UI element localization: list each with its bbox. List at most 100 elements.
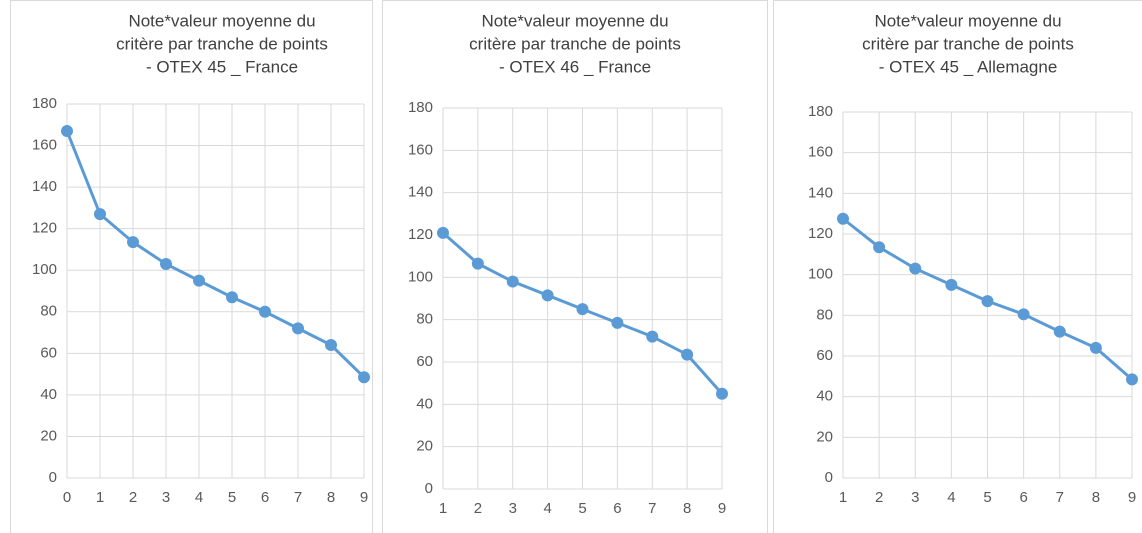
chart-title: - OTEX 46 _ France	[499, 57, 651, 76]
y-tick-label: 100	[408, 268, 433, 285]
panel-border	[10, 0, 373, 533]
x-tick-label: 0	[63, 489, 71, 506]
x-tick-label: 2	[875, 489, 883, 506]
chart-title: critère par tranche de points	[862, 34, 1074, 53]
marker	[945, 278, 958, 291]
x-tick-label: 5	[228, 489, 236, 506]
y-tick-label: 0	[425, 480, 433, 497]
x-tick-label: 7	[648, 500, 656, 517]
y-tick-label: 0	[825, 469, 833, 486]
x-tick-label: 2	[129, 489, 137, 506]
chart-title: Note*valeur moyenne du	[128, 11, 315, 30]
y-tick-label: 140	[808, 184, 833, 201]
x-tick-label: 8	[327, 489, 335, 506]
chart-title: Note*valeur moyenne du	[874, 11, 1061, 30]
x-tick-label: 8	[1092, 489, 1100, 506]
chart-title: - OTEX 45 _ France	[146, 57, 298, 76]
y-tick-label: 80	[40, 303, 57, 320]
marker	[909, 262, 922, 275]
chart-title: critère par tranche de points	[469, 34, 681, 53]
y-tick-label: 20	[40, 427, 57, 444]
marker	[681, 348, 694, 361]
marker	[1089, 341, 1102, 354]
y-tick-label: 20	[416, 438, 433, 455]
y-tick-label: 0	[49, 469, 57, 486]
x-tick-label: 7	[294, 489, 302, 506]
y-tick-label: 100	[808, 266, 833, 283]
marker	[259, 305, 271, 318]
marker	[837, 212, 849, 225]
x-tick-label: 1	[96, 489, 104, 506]
marker	[541, 289, 554, 302]
marker	[160, 257, 172, 270]
marker	[226, 291, 238, 304]
y-tick-label: 40	[40, 386, 57, 403]
y-tick-label: 160	[408, 141, 433, 158]
x-tick-label: 7	[1056, 489, 1064, 506]
marker	[325, 339, 337, 352]
chart-title: critère par tranche de points	[116, 34, 328, 53]
marker	[127, 236, 139, 249]
panel-border	[773, 0, 1142, 533]
y-tick-label: 100	[32, 261, 57, 278]
marker	[94, 208, 106, 221]
chart-title: - OTEX 45 _ Allemagne	[879, 57, 1058, 76]
marker	[437, 226, 449, 239]
x-tick-label: 5	[578, 500, 586, 517]
y-tick-label: 180	[32, 95, 57, 112]
marker	[506, 275, 519, 288]
y-tick-label: 180	[408, 99, 433, 116]
marker	[193, 274, 205, 287]
y-tick-label: 40	[816, 388, 833, 405]
y-tick-label: 60	[40, 344, 57, 361]
panel-border	[382, 0, 768, 533]
y-tick-label: 160	[32, 137, 57, 154]
marker	[358, 371, 370, 384]
x-tick-label: 9	[360, 489, 368, 506]
x-tick-label: 4	[543, 500, 551, 517]
x-tick-label: 9	[718, 500, 726, 517]
y-tick-label: 60	[416, 353, 433, 370]
x-tick-label: 9	[1128, 489, 1136, 506]
x-tick-label: 4	[195, 489, 203, 506]
marker	[646, 330, 659, 343]
series-line	[65, 130, 366, 379]
y-tick-label: 140	[32, 178, 57, 195]
chart-title: Note*valeur moyenne du	[481, 11, 668, 30]
y-tick-label: 120	[408, 226, 433, 243]
marker	[1126, 373, 1138, 386]
x-tick-label: 3	[911, 489, 919, 506]
y-tick-label: 180	[808, 103, 833, 120]
x-tick-label: 5	[983, 489, 991, 506]
x-tick-label: 8	[683, 500, 691, 517]
marker	[611, 316, 624, 329]
marker	[1017, 308, 1030, 321]
y-tick-label: 40	[416, 395, 433, 412]
y-tick-label: 80	[416, 311, 433, 328]
y-tick-label: 120	[808, 225, 833, 242]
y-tick-label: 60	[816, 347, 833, 364]
marker	[292, 322, 304, 335]
marker	[716, 387, 728, 400]
y-tick-label: 160	[808, 144, 833, 161]
x-tick-label: 1	[439, 500, 447, 517]
marker	[981, 295, 994, 308]
marker	[471, 257, 484, 270]
x-tick-label: 3	[162, 489, 170, 506]
x-tick-label: 1	[839, 489, 847, 506]
x-tick-label: 3	[509, 500, 517, 517]
x-tick-label: 6	[613, 500, 621, 517]
y-tick-label: 120	[32, 220, 57, 237]
marker	[873, 241, 886, 254]
marker	[61, 125, 73, 138]
y-tick-label: 20	[816, 428, 833, 445]
marker	[1053, 325, 1066, 338]
x-tick-label: 2	[474, 500, 482, 517]
x-tick-label: 6	[261, 489, 269, 506]
y-tick-label: 140	[408, 184, 433, 201]
marker	[576, 303, 589, 316]
x-tick-label: 4	[947, 489, 955, 506]
x-tick-label: 6	[1019, 489, 1027, 506]
y-tick-label: 80	[816, 306, 833, 323]
